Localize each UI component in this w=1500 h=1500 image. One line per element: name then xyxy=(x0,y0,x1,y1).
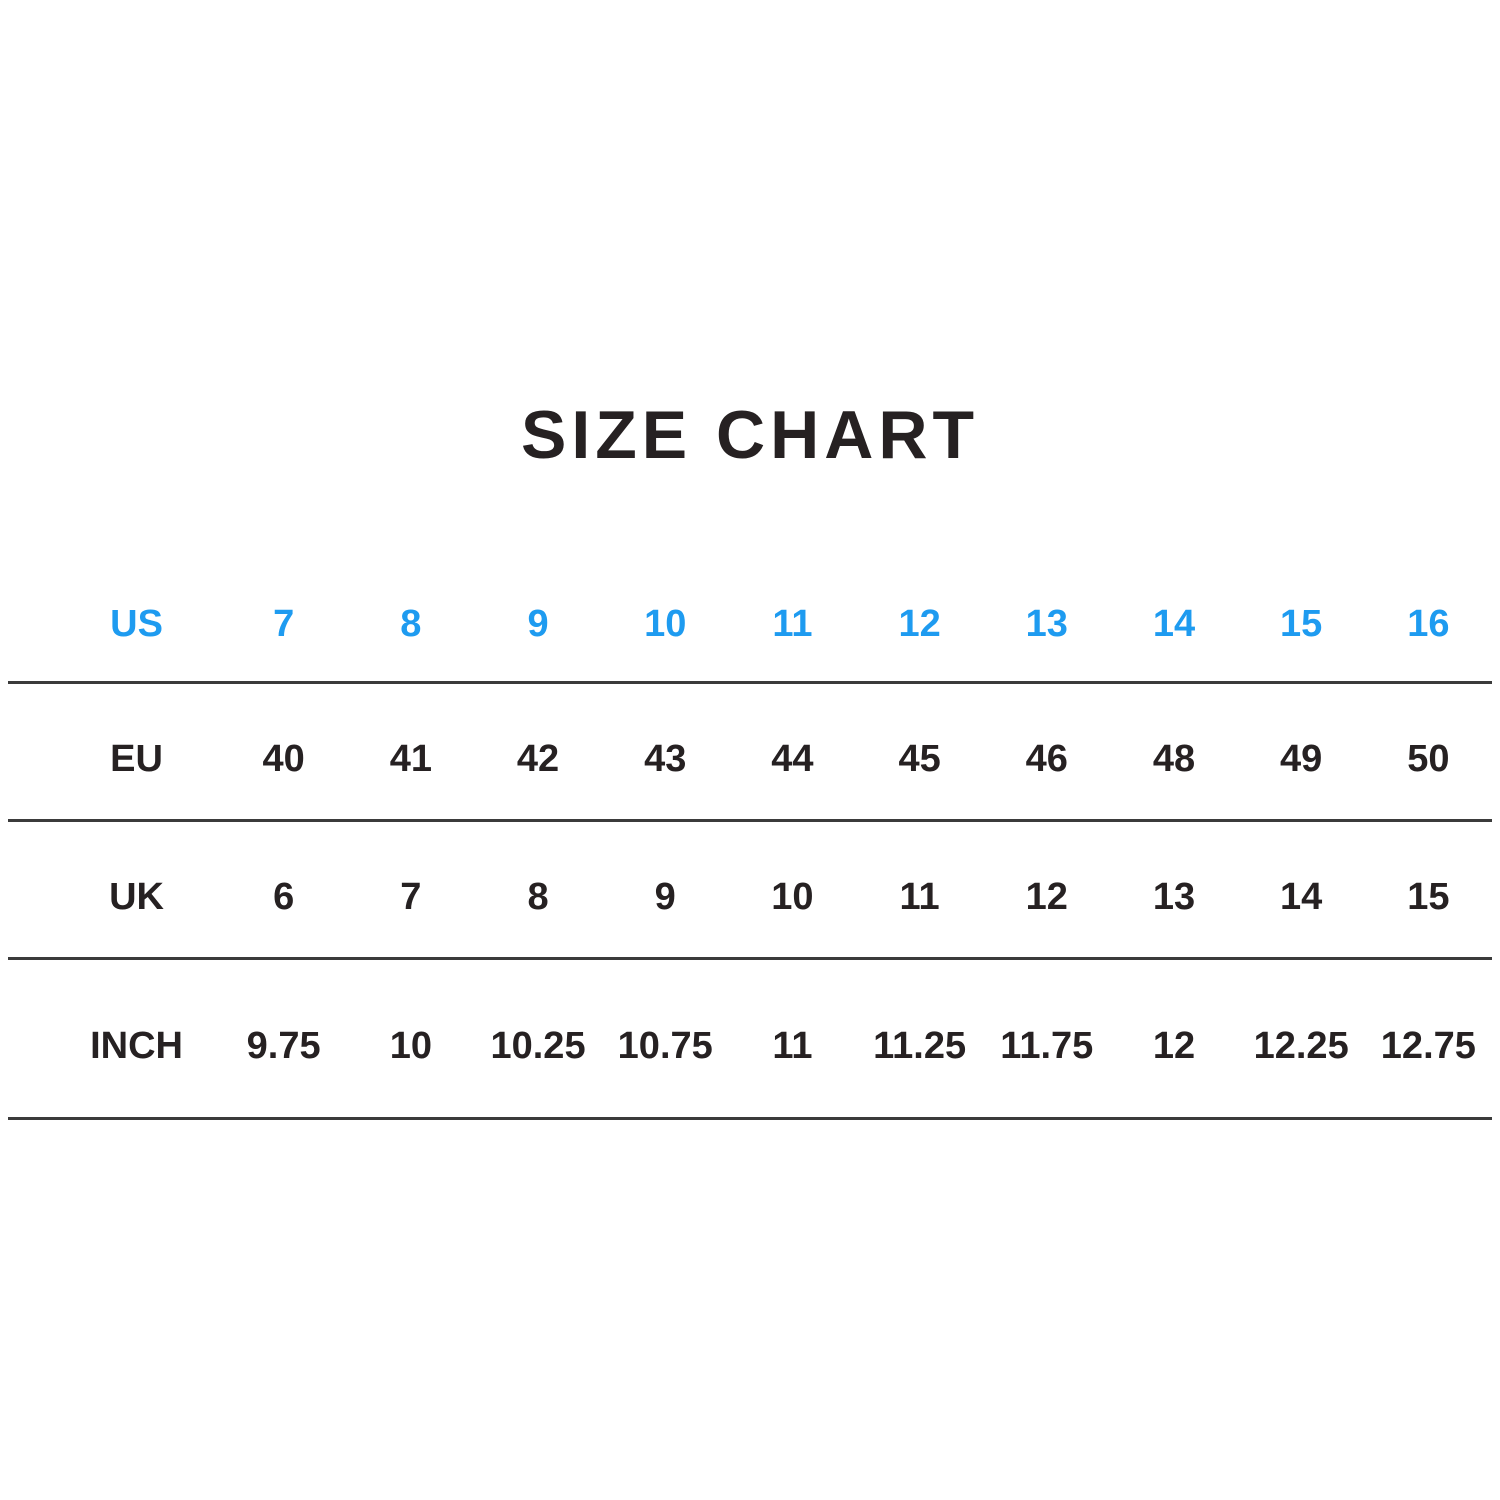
page-title: SIZE CHART xyxy=(521,397,979,473)
size-cell: 40 xyxy=(262,737,305,780)
size-cell: 9.75 xyxy=(246,1024,321,1067)
size-cell: 8 xyxy=(527,875,549,918)
size-cell: 42 xyxy=(516,737,560,780)
size-cell: 16 xyxy=(1407,603,1450,645)
size-cell: 15 xyxy=(1407,875,1450,918)
row-label: US xyxy=(110,603,163,645)
size-cell: 13 xyxy=(1152,875,1196,918)
size-cell: 10 xyxy=(644,603,687,645)
size-cell: 12.75 xyxy=(1380,1024,1476,1067)
size-cell: 12 xyxy=(1025,875,1068,918)
size-cell: 44 xyxy=(771,737,814,780)
size-cell: 7 xyxy=(273,603,295,645)
size-cell: 13 xyxy=(1025,603,1068,645)
size-cell: 48 xyxy=(1152,737,1196,780)
size-cell: 10.75 xyxy=(617,1024,713,1067)
size-cell: 11 xyxy=(772,1024,813,1067)
size-cell: 12 xyxy=(1152,1024,1196,1067)
size-row-us: US 7 8 9 10 11 12 13 14 15 16 xyxy=(8,567,1492,684)
size-cell: 11.25 xyxy=(873,1024,967,1067)
size-cell: 12.25 xyxy=(1253,1024,1349,1067)
size-cell: 11.75 xyxy=(1000,1024,1094,1067)
size-cell: 50 xyxy=(1407,737,1450,780)
size-cell: 6 xyxy=(273,875,295,918)
size-cell: 10 xyxy=(771,875,814,918)
size-table: US 7 8 9 10 11 12 13 14 15 16 EU 40 41 42 43 44 45 46 48 49 5… xyxy=(8,567,1492,1120)
size-cell: 7 xyxy=(400,875,422,918)
size-row-eu: EU 40 41 42 43 44 45 46 48 49 50 xyxy=(8,684,1492,822)
size-cell: 49 xyxy=(1280,737,1323,780)
size-cell: 11 xyxy=(772,603,813,645)
row-label: UK xyxy=(109,875,164,918)
size-cell: 10.25 xyxy=(490,1024,586,1067)
size-cell: 45 xyxy=(898,737,941,780)
size-cell: 9 xyxy=(654,875,676,918)
size-cell: 41 xyxy=(389,737,432,780)
size-row-inch: INCH 9.75 10 10.25 10.75 11 11.25 11.75 12 12.25 1… xyxy=(8,960,1492,1120)
size-cell: 14 xyxy=(1280,875,1323,918)
row-label: INCH xyxy=(90,1024,183,1067)
size-cell: 11 xyxy=(899,875,940,918)
size-cell: 9 xyxy=(527,603,549,645)
size-cell: 12 xyxy=(898,603,941,645)
size-row-uk: UK 6 7 8 9 10 11 12 13 14 15 xyxy=(8,822,1492,960)
size-cell: 15 xyxy=(1280,603,1323,645)
size-cell: 14 xyxy=(1152,603,1196,645)
row-label: EU xyxy=(110,737,163,780)
size-cell: 8 xyxy=(400,603,422,645)
size-cell: 43 xyxy=(644,737,687,780)
size-cell: 10 xyxy=(389,1024,432,1067)
size-cell: 46 xyxy=(1025,737,1068,780)
